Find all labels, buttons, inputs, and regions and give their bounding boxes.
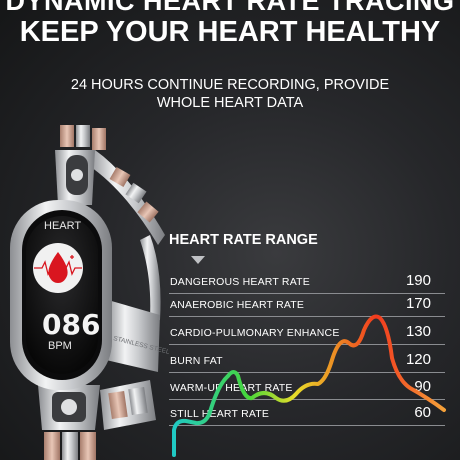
range-row-value: 170 xyxy=(405,295,431,312)
range-row: ANAEROBIC HEART RATE 170 xyxy=(169,295,445,321)
watch-bpm-unit: BPM xyxy=(48,340,72,352)
range-row-label: WARM-UP HEART RATE xyxy=(170,382,293,394)
range-row: STILL HEART RATE 60 xyxy=(169,404,445,430)
range-row-label: CARDIO-PULMONARY ENHANCE xyxy=(170,327,340,339)
range-row-label: BURN FAT xyxy=(170,355,223,367)
range-row: CARDIO-PULMONARY ENHANCE 130 xyxy=(169,323,445,349)
divider xyxy=(169,425,445,426)
range-row-label: DANGEROUS HEART RATE xyxy=(170,276,310,288)
divider xyxy=(169,293,445,294)
range-row: BURN FAT 120 xyxy=(169,351,445,377)
chevron-down-icon xyxy=(191,256,205,264)
range-row-value: 120 xyxy=(405,351,431,368)
divider xyxy=(169,372,445,373)
subtitle: 24 HOURS CONTINUE RECORDING, PROVIDE WHO… xyxy=(0,76,460,112)
watch-band-back xyxy=(88,150,165,320)
watch-screen-label: HEART xyxy=(44,220,82,232)
range-row-value: 60 xyxy=(414,404,431,421)
divider xyxy=(169,344,445,345)
heart-drop-icon xyxy=(33,243,83,293)
headline-main: KEEP YOUR HEART HEALTHY xyxy=(19,16,441,48)
range-row-label: ANAEROBIC HEART RATE xyxy=(170,299,305,311)
subtitle-line-1: 24 HOURS CONTINUE RECORDING, PROVIDE xyxy=(70,77,390,93)
divider xyxy=(169,316,445,317)
headline-top: DYNAMIC HEART RATE TRACING xyxy=(5,0,455,16)
range-row-value: 190 xyxy=(405,272,431,289)
subtitle-line-2: WHOLE HEART DATA xyxy=(156,95,304,111)
range-row: DANGEROUS HEART RATE 190 xyxy=(169,272,445,298)
range-title: HEART RATE RANGE xyxy=(169,232,318,248)
range-row-value: 130 xyxy=(405,323,431,340)
watch-band-lower xyxy=(38,380,156,460)
range-row-label: STILL HEART RATE xyxy=(170,408,270,420)
watch-band-side xyxy=(106,300,160,372)
watch-band-upper xyxy=(55,125,106,205)
watch-bpm-value: 086 xyxy=(42,308,101,341)
divider xyxy=(169,399,445,400)
